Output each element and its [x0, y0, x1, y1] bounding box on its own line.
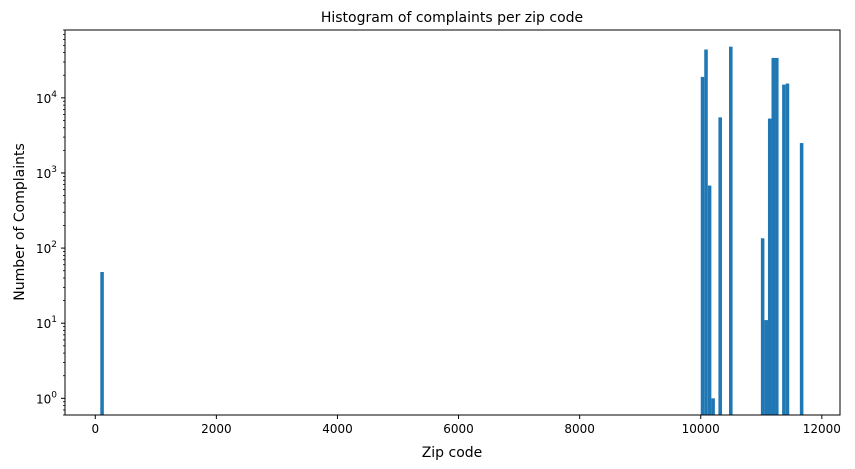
y-tick-label: 101 — [36, 315, 57, 331]
x-tick-label: 12000 — [803, 422, 841, 436]
y-tick-label: 103 — [36, 165, 57, 181]
x-tick-label: 6000 — [443, 422, 474, 436]
x-tick-label: 10000 — [682, 422, 720, 436]
x-tick-label: 2000 — [201, 422, 232, 436]
histogram-bar — [707, 185, 712, 415]
plot-frame — [64, 29, 841, 416]
histogram-bar — [771, 57, 776, 416]
y-axis-label: Number of Complaints — [12, 143, 28, 301]
y-tick-label: 100 — [36, 390, 57, 406]
x-axis: 0 2000 4000 6000 8000 10000 12000 — [91, 415, 841, 436]
y-axis: 100 101 102 103 104 — [36, 29, 65, 416]
histogram-bar — [718, 117, 722, 415]
histogram-bar — [700, 76, 705, 416]
histogram-bar — [760, 238, 765, 415]
x-tick-label: 4000 — [322, 422, 353, 436]
histogram-bar — [729, 46, 733, 416]
histogram-bar — [785, 83, 790, 415]
x-tick-label: 0 — [91, 422, 99, 436]
x-axis-label: Zip code — [422, 445, 483, 461]
bars-group — [100, 46, 804, 416]
histogram-bar — [711, 398, 715, 415]
histogram-bar — [775, 57, 779, 416]
histogram-bar — [100, 272, 104, 415]
x-tick-label: 8000 — [564, 422, 595, 436]
y-tick-label: 102 — [36, 240, 57, 256]
histogram-bar — [767, 118, 772, 415]
histogram-bar — [799, 143, 804, 415]
y-tick-label: 104 — [36, 90, 57, 106]
chart-title: Histogram of complaints per zip code — [321, 10, 583, 26]
histogram-bar — [704, 49, 708, 415]
histogram-bar — [782, 84, 786, 416]
histogram-bar — [764, 320, 768, 415]
